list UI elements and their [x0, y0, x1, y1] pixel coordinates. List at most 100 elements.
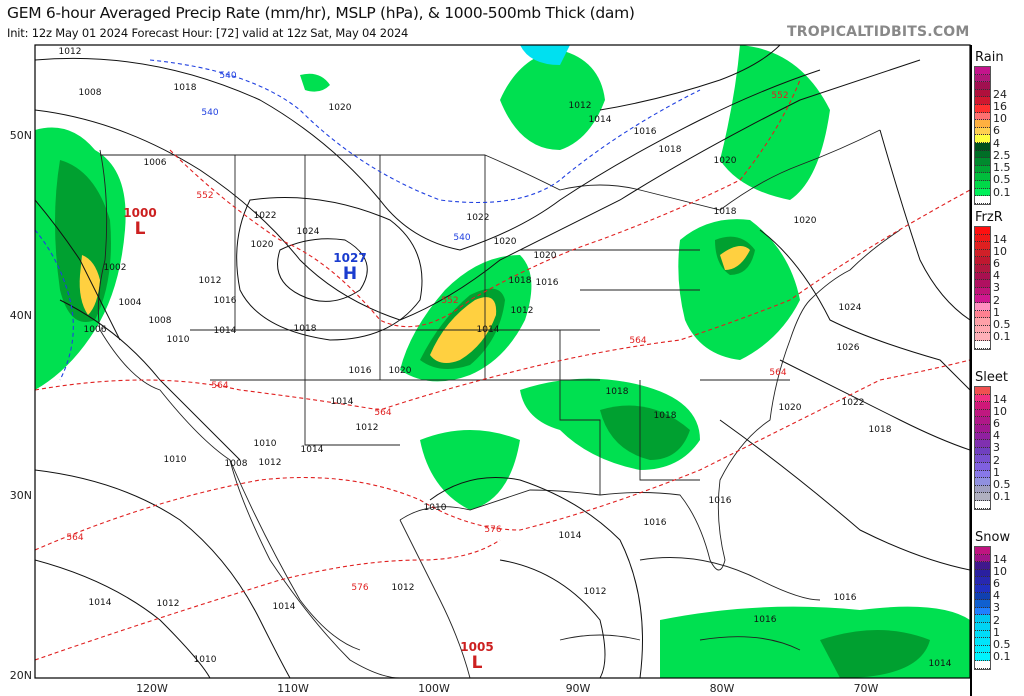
pressure-center-value: 1027 [333, 251, 366, 265]
isobar-label: 1018 [606, 387, 629, 397]
thickness-label: 564 [374, 408, 391, 418]
isobar [35, 199, 121, 341]
isobar-label: 1012 [392, 583, 415, 593]
legend-swatch [975, 135, 990, 143]
pressure-center-value: 1000 [123, 206, 156, 220]
isobar-label: 1020 [389, 366, 412, 376]
legend-label: 3 [993, 601, 1000, 615]
legend-label: 10 [993, 404, 1007, 418]
legend-label: 0.1 [993, 650, 1011, 664]
isobar-label: 1020 [779, 403, 802, 413]
legend-label: 0.1 [993, 490, 1011, 504]
thickness-label: 576 [351, 583, 368, 593]
isobar-label: 1018 [294, 324, 317, 334]
legend-label: 1 [993, 625, 1000, 639]
thickness-label: 552 [441, 296, 458, 306]
isobar [35, 59, 921, 321]
legend-swatch [975, 554, 990, 563]
legend-swatch [975, 272, 990, 281]
legend-swatch [975, 264, 990, 273]
isobar-label: 1024 [839, 303, 862, 313]
legend-swatch [975, 249, 990, 258]
thickness-label: 552 [771, 91, 788, 101]
legend-swatch [975, 660, 990, 669]
legend-swatch [975, 234, 990, 243]
legend-swatch [975, 120, 990, 128]
legend-title: Rain [975, 50, 1004, 65]
legend-swatch [975, 485, 990, 494]
border-line [639, 557, 821, 601]
isobar-label: 1002 [104, 263, 127, 273]
legend-label: 0.1 [993, 330, 1011, 344]
isobar-label: 1018 [714, 207, 737, 217]
map-subtitle: Init: 12z May 01 2024 Forecast Hour: [72… [7, 26, 409, 40]
isobar [759, 229, 970, 391]
legend-label: 3 [993, 281, 1000, 295]
isobar-label: 1004 [119, 298, 142, 308]
thickness-line [35, 189, 970, 411]
legend-swatch [975, 180, 990, 189]
precip-area [720, 246, 750, 270]
legend-swatch [975, 280, 990, 288]
legend-label: 1.5 [993, 161, 1011, 175]
thickness-label: 564 [629, 336, 646, 346]
isobar-label: 1012 [59, 47, 82, 57]
legend-label: 14 [993, 392, 1007, 406]
isobar-layer [35, 45, 970, 678]
isobar-label: 1016 [644, 518, 667, 528]
legend-swatch [975, 630, 990, 639]
legend-swatch [975, 302, 990, 311]
isobar-label: 1006 [144, 158, 167, 168]
border-line [229, 459, 401, 678]
thickness-label: 564 [66, 533, 83, 543]
legend-swatch [975, 577, 990, 585]
thickness-label: 552 [196, 191, 213, 201]
isobar-label: 1014 [477, 325, 500, 335]
border-line [304, 380, 400, 446]
longitude-label: 80W [710, 682, 735, 695]
isobar-label: 1026 [837, 343, 860, 353]
legend-swatch [975, 97, 990, 105]
legend-swatch [975, 600, 990, 608]
legend-swatch [975, 432, 990, 441]
legend-label: 4 [993, 429, 1000, 443]
isobar [779, 359, 970, 451]
legend-swatch [975, 470, 990, 479]
isobar-label: 1018 [174, 83, 197, 93]
thickness-line [35, 359, 970, 551]
legend-label: 1 [993, 305, 1000, 319]
isobar [719, 419, 970, 571]
legend-label: 1 [993, 465, 1000, 479]
longitude-label: 90W [566, 682, 591, 695]
isobar-label: 1014 [89, 598, 112, 608]
isobar-label: 1008 [225, 459, 248, 469]
brand-watermark[interactable]: TROPICALTIDBITS.COM [787, 24, 970, 40]
precip-area [520, 45, 570, 65]
legend-swatch [975, 607, 990, 616]
legend-swatch [975, 569, 990, 578]
isobar-label: 1014 [331, 397, 354, 407]
border-line [97, 149, 361, 651]
legend-label: 10 [993, 244, 1007, 258]
legend-swatch [975, 447, 990, 456]
isobar-label: 1022 [254, 211, 277, 221]
legend-frzr: FrzR 14 10 6 4 3 2 1 0.5 0.1 [973, 210, 1024, 350]
isobar-label: 1008 [149, 316, 172, 326]
isobar-label: 1024 [297, 227, 320, 237]
legend-swatch [975, 104, 990, 113]
legend-swatch [975, 417, 990, 425]
legend-label: 3 [993, 441, 1000, 455]
legend-swatch [975, 462, 990, 471]
isobar-label: 1016 [214, 296, 237, 306]
latitude-label: 30N [10, 489, 32, 502]
geography-layer [97, 129, 901, 678]
legend-swatch [975, 615, 990, 623]
isobar-label: 1022 [842, 398, 865, 408]
map-background [35, 45, 970, 678]
isobar-label: 1018 [869, 425, 892, 435]
isobar-label: 1020 [794, 216, 817, 226]
legend-swatch [975, 592, 990, 601]
thickness-label: 540 [201, 108, 218, 118]
contour-labels: 1012 1008 1018 1020 1012 1014 1016 1018 1020 1006… [59, 47, 952, 673]
legend-swatch [975, 310, 990, 319]
